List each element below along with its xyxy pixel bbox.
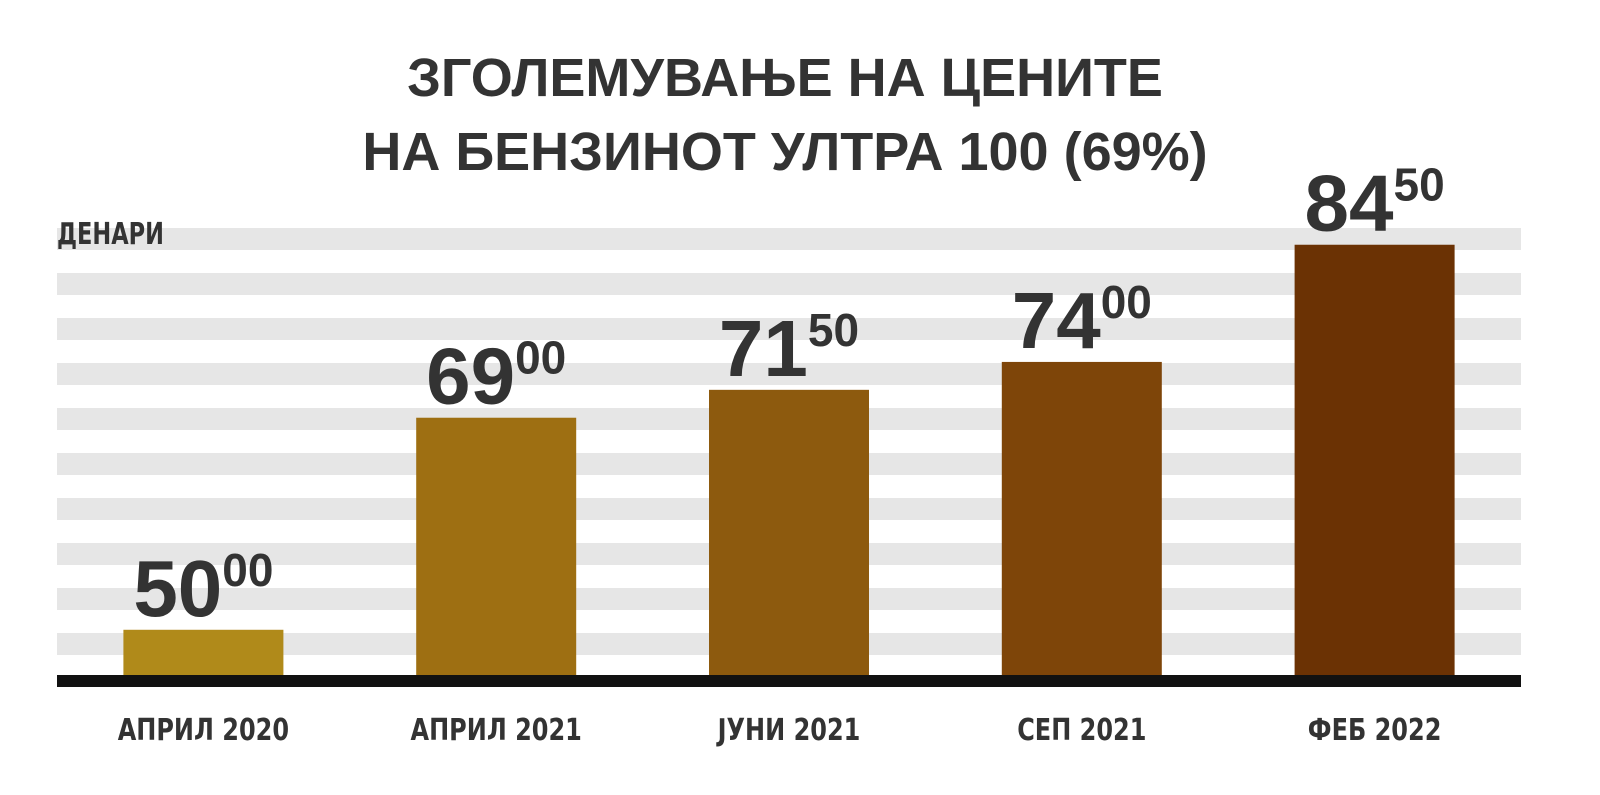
bar (123, 629, 284, 680)
value-label: 7150 (719, 304, 859, 393)
bar (1294, 244, 1455, 681)
chart-title: ЗГОЛЕМУВАЊЕ НА ЦЕНИТЕ (407, 48, 1163, 108)
value-label-main: 74 (1012, 276, 1101, 365)
value-label-main: 69 (426, 332, 515, 421)
value-label-cents: 50 (808, 304, 859, 356)
value-label-cents: 00 (222, 544, 273, 596)
stripe (57, 228, 1521, 250)
value-label-cents: 50 (1394, 159, 1445, 211)
value-label-cents: 00 (515, 332, 566, 384)
value-label: 5000 (133, 544, 273, 633)
value-label: 6900 (426, 332, 566, 421)
bar (709, 389, 869, 680)
x-tick-label: СЕП 2021 (1017, 713, 1146, 747)
value-label: 7400 (1012, 276, 1152, 365)
stripe (57, 273, 1521, 295)
x-tick-label: ФЕБ 2022 (1308, 713, 1442, 747)
value-label-main: 84 (1305, 159, 1394, 248)
value-label: 8450 (1305, 159, 1445, 248)
y-axis-label: ДЕНАРИ (57, 217, 164, 252)
x-tick-label: ЈУНИ 2021 (716, 713, 860, 747)
value-label-cents: 00 (1101, 276, 1152, 328)
x-tick-label: АПРИЛ 2021 (411, 713, 582, 747)
value-label-main: 71 (719, 304, 808, 393)
stripe (57, 318, 1521, 340)
bar (1001, 361, 1162, 680)
value-label-main: 50 (133, 544, 222, 633)
chart-title: НА БЕНЗИНОТ УЛТРА 100 (69%) (362, 122, 1207, 182)
x-tick-label: АПРИЛ 2020 (118, 713, 289, 747)
bar (416, 417, 577, 680)
